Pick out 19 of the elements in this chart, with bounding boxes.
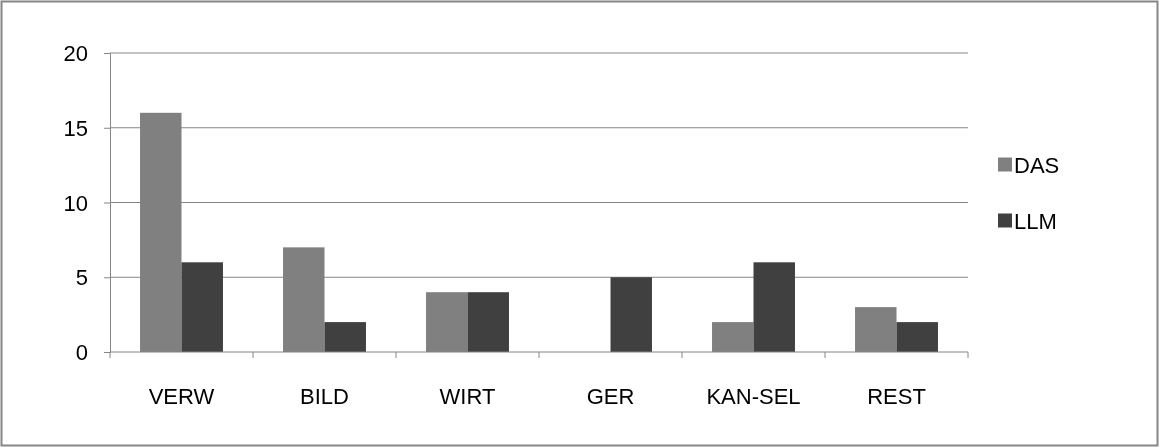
y-tick-label: 10 [63, 190, 88, 216]
bar [753, 262, 795, 352]
bar [610, 277, 652, 352]
x-tick-label: WIRT [439, 384, 496, 409]
legend-label: DAS [1014, 153, 1060, 179]
x-tick-label: GER [586, 384, 635, 409]
y-tick-label: 5 [75, 265, 88, 291]
y-tick-label: 15 [63, 115, 88, 141]
x-tick-label: BILD [300, 384, 349, 409]
bar [181, 262, 223, 352]
legend-label: LLM [1014, 209, 1057, 235]
x-tick-label: KAN-SEL [706, 384, 801, 409]
bar [467, 292, 509, 352]
x-tick-label: VERW [148, 384, 215, 409]
y-tick-label: 0 [75, 340, 88, 366]
bar [896, 322, 938, 352]
y-tick-label: 20 [63, 41, 88, 67]
x-tick-label: REST [867, 384, 926, 409]
bar [324, 322, 366, 352]
